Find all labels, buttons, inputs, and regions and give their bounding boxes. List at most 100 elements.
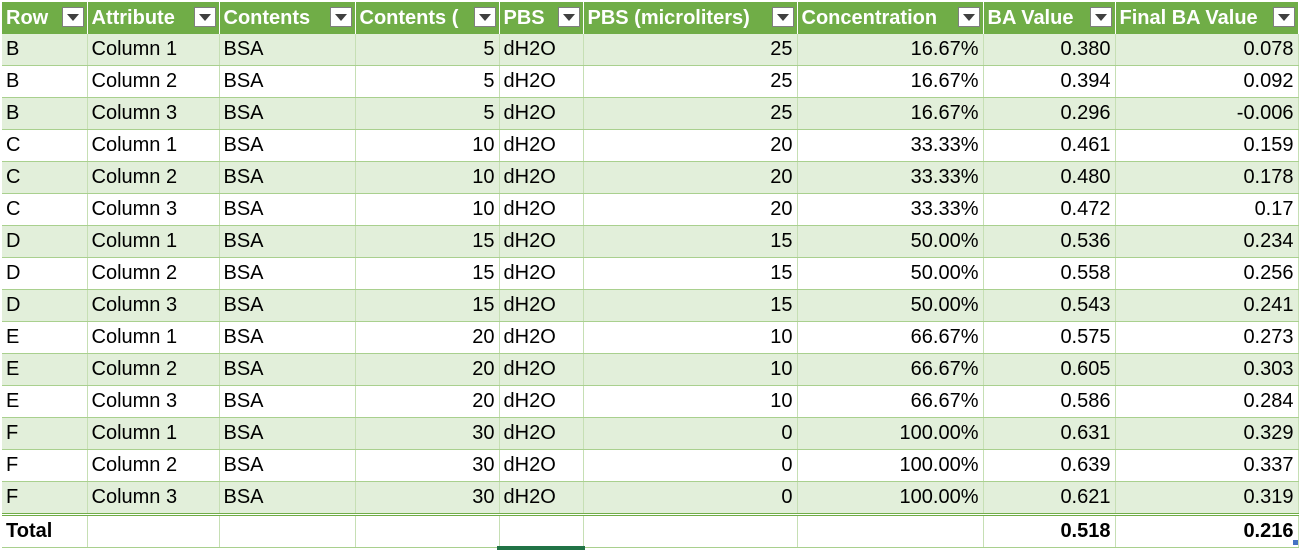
- table-cell[interactable]: dH2O: [499, 385, 584, 418]
- table-cell[interactable]: 16.67%: [797, 97, 984, 130]
- table-cell[interactable]: 0.296: [983, 97, 1116, 130]
- table-cell[interactable]: 66.67%: [797, 321, 984, 354]
- table-cell[interactable]: F: [2, 481, 88, 515]
- table-cell[interactable]: E: [2, 321, 88, 354]
- table-cell[interactable]: 50.00%: [797, 225, 984, 258]
- table-cell[interactable]: 0.319: [1115, 481, 1299, 515]
- table-cell[interactable]: BSA: [219, 353, 356, 386]
- table-cell[interactable]: BSA: [219, 481, 356, 515]
- table-cell[interactable]: 0.241: [1115, 289, 1299, 322]
- table-cell[interactable]: E: [2, 353, 88, 386]
- table-cell[interactable]: 20: [583, 161, 798, 194]
- table-cell[interactable]: 20: [583, 129, 798, 162]
- table-cell[interactable]: BSA: [219, 321, 356, 354]
- table-cell[interactable]: BSA: [219, 449, 356, 482]
- table-cell[interactable]: BSA: [219, 385, 356, 418]
- total-cell[interactable]: [219, 513, 356, 548]
- table-cell[interactable]: dH2O: [499, 449, 584, 482]
- table-cell[interactable]: 33.33%: [797, 161, 984, 194]
- table-cell[interactable]: dH2O: [499, 97, 584, 130]
- total-cell[interactable]: [87, 513, 220, 548]
- filter-dropdown-button[interactable]: [329, 7, 352, 27]
- table-cell[interactable]: 0.273: [1115, 321, 1299, 354]
- table-cell[interactable]: C: [2, 193, 88, 226]
- table-cell[interactable]: BSA: [219, 34, 356, 66]
- table-cell[interactable]: 50.00%: [797, 289, 984, 322]
- column-header[interactable]: Concentration: [797, 2, 984, 34]
- table-cell[interactable]: 100.00%: [797, 449, 984, 482]
- table-cell[interactable]: 100.00%: [797, 417, 984, 450]
- total-cell[interactable]: [797, 513, 984, 548]
- table-cell[interactable]: 30: [355, 481, 500, 515]
- table-cell[interactable]: 0.17: [1115, 193, 1299, 226]
- column-header[interactable]: Contents: [219, 2, 356, 34]
- table-cell[interactable]: 15: [355, 257, 500, 290]
- table-cell[interactable]: dH2O: [499, 321, 584, 354]
- table-cell[interactable]: 20: [355, 385, 500, 418]
- table-cell[interactable]: 0.631: [983, 417, 1116, 450]
- table-cell[interactable]: 0.586: [983, 385, 1116, 418]
- table-cell[interactable]: 0.621: [983, 481, 1116, 515]
- table-cell[interactable]: 16.67%: [797, 65, 984, 98]
- table-cell[interactable]: Column 1: [87, 417, 220, 450]
- table-cell[interactable]: 0.575: [983, 321, 1116, 354]
- table-cell[interactable]: 0.178: [1115, 161, 1299, 194]
- table-cell[interactable]: dH2O: [499, 193, 584, 226]
- filter-dropdown-button[interactable]: [1089, 7, 1112, 27]
- filter-dropdown-button[interactable]: [193, 7, 216, 27]
- table-cell[interactable]: dH2O: [499, 161, 584, 194]
- table-cell[interactable]: Column 2: [87, 449, 220, 482]
- table-resize-handle[interactable]: [1293, 540, 1298, 545]
- table-cell[interactable]: 0.461: [983, 129, 1116, 162]
- column-header[interactable]: Attribute: [87, 2, 220, 34]
- table-cell[interactable]: 0.639: [983, 449, 1116, 482]
- table-cell[interactable]: 20: [355, 353, 500, 386]
- column-header[interactable]: PBS: [499, 2, 584, 34]
- table-cell[interactable]: dH2O: [499, 129, 584, 162]
- table-cell[interactable]: 66.67%: [797, 385, 984, 418]
- table-cell[interactable]: 33.33%: [797, 193, 984, 226]
- table-cell[interactable]: F: [2, 449, 88, 482]
- table-cell[interactable]: 5: [355, 97, 500, 130]
- table-cell[interactable]: 0.536: [983, 225, 1116, 258]
- table-cell[interactable]: dH2O: [499, 65, 584, 98]
- table-cell[interactable]: 25: [583, 65, 798, 98]
- table-cell[interactable]: 0.605: [983, 353, 1116, 386]
- table-cell[interactable]: D: [2, 257, 88, 290]
- table-cell[interactable]: 10: [583, 353, 798, 386]
- filter-dropdown-button[interactable]: [61, 7, 84, 27]
- table-cell[interactable]: 0: [583, 449, 798, 482]
- table-cell[interactable]: Column 2: [87, 161, 220, 194]
- table-cell[interactable]: F: [2, 417, 88, 450]
- table-cell[interactable]: C: [2, 161, 88, 194]
- total-cell[interactable]: 0.216: [1115, 513, 1299, 548]
- filter-dropdown-button[interactable]: [1272, 7, 1295, 27]
- table-cell[interactable]: dH2O: [499, 257, 584, 290]
- table-cell[interactable]: 30: [355, 417, 500, 450]
- table-cell[interactable]: 15: [583, 257, 798, 290]
- table-cell[interactable]: E: [2, 385, 88, 418]
- table-cell[interactable]: 0.234: [1115, 225, 1299, 258]
- table-cell[interactable]: BSA: [219, 289, 356, 322]
- filter-dropdown-button[interactable]: [957, 7, 980, 27]
- table-cell[interactable]: Column 3: [87, 481, 220, 515]
- table-cell[interactable]: 0.472: [983, 193, 1116, 226]
- total-label[interactable]: Total: [2, 513, 88, 548]
- table-cell[interactable]: dH2O: [499, 353, 584, 386]
- table-cell[interactable]: B: [2, 65, 88, 98]
- table-cell[interactable]: Column 3: [87, 385, 220, 418]
- table-cell[interactable]: Column 2: [87, 257, 220, 290]
- table-cell[interactable]: 30: [355, 449, 500, 482]
- table-cell[interactable]: 20: [355, 321, 500, 354]
- table-cell[interactable]: dH2O: [499, 225, 584, 258]
- table-cell[interactable]: BSA: [219, 417, 356, 450]
- filter-dropdown-button[interactable]: [557, 7, 580, 27]
- table-cell[interactable]: dH2O: [499, 289, 584, 322]
- column-header[interactable]: Contents (: [355, 2, 500, 34]
- total-cell[interactable]: [355, 513, 500, 548]
- column-header[interactable]: Row: [2, 2, 88, 34]
- table-cell[interactable]: 16.67%: [797, 34, 984, 66]
- table-cell[interactable]: Column 1: [87, 34, 220, 66]
- table-cell[interactable]: 0.159: [1115, 129, 1299, 162]
- table-cell[interactable]: 0.284: [1115, 385, 1299, 418]
